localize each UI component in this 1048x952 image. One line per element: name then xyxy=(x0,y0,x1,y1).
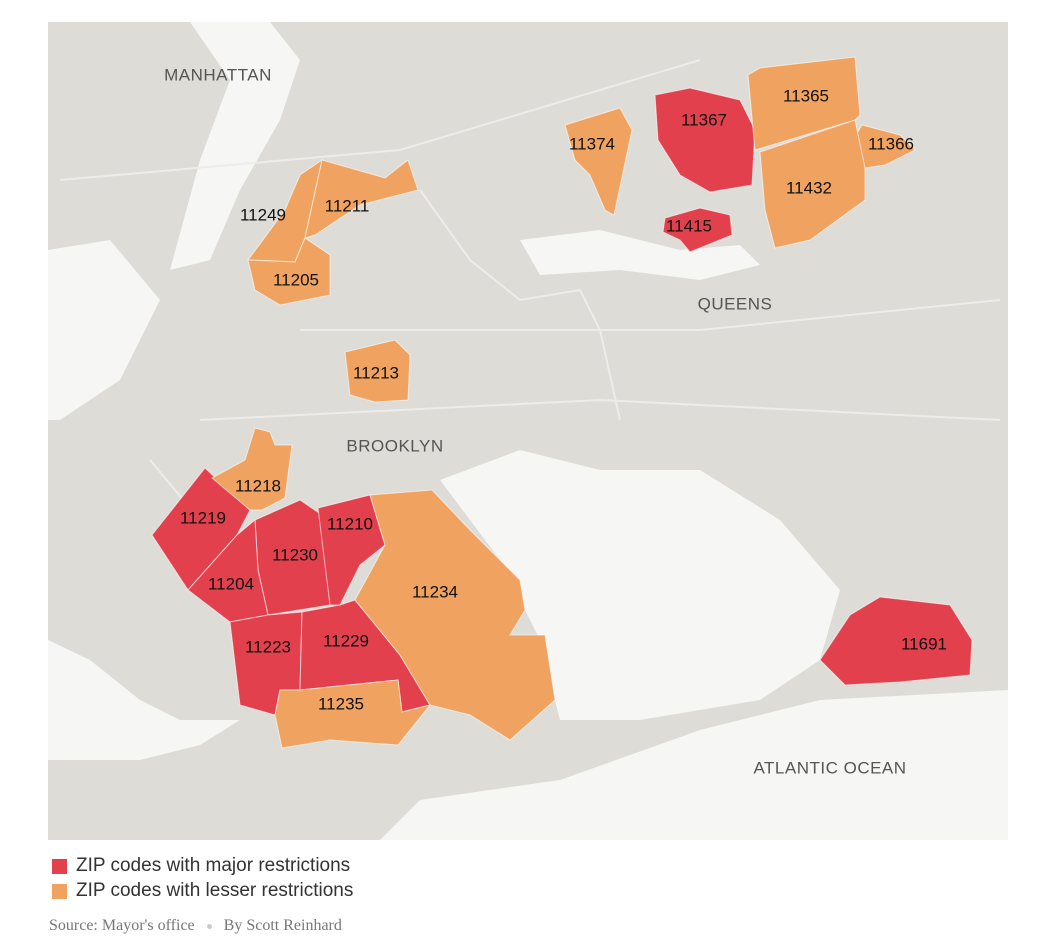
zip-area xyxy=(247,237,331,306)
footer: Source: Mayor's office By Scott Reinhard xyxy=(49,917,342,935)
legend-label: ZIP codes with lesser restrictions xyxy=(76,880,354,901)
zip-area xyxy=(151,467,251,591)
zip-label: 11249 xyxy=(240,205,286,224)
zip-area xyxy=(354,489,556,741)
zip-label: 11223 xyxy=(245,637,291,656)
place-label: QUEENS xyxy=(698,294,773,313)
zip-label: 11367 xyxy=(681,110,727,129)
legend-item: ZIP codes with major restrictions xyxy=(52,855,350,877)
zip-label: 11211 xyxy=(325,196,370,215)
legend-swatch xyxy=(52,858,67,874)
zip-area xyxy=(662,207,733,253)
zip-label: 11230 xyxy=(272,545,318,564)
zip-label: 11229 xyxy=(323,631,369,650)
zip-area xyxy=(759,119,866,249)
place-label: ATLANTIC OCEAN xyxy=(753,758,906,777)
byline: By Scott Reinhard xyxy=(223,917,342,934)
zip-label: 11210 xyxy=(327,514,373,533)
zip-label: 11366 xyxy=(868,134,914,153)
place-label: BROOKLYN xyxy=(346,436,443,455)
legend-item: ZIP codes with lesser restrictions xyxy=(52,880,353,902)
zip-area xyxy=(654,87,756,193)
zip-label: 11691 xyxy=(901,634,947,653)
zip-label: 11415 xyxy=(666,216,712,235)
zip-label: 11235 xyxy=(318,694,364,713)
legend-label: ZIP codes with major restrictions xyxy=(76,855,351,876)
zip-label: 11432 xyxy=(786,178,832,197)
zip-area xyxy=(564,107,633,216)
zip-area xyxy=(747,56,861,151)
zip-label: 11204 xyxy=(208,574,254,593)
separator xyxy=(206,923,212,929)
zip-area xyxy=(211,427,293,511)
source: Source: Mayor's office xyxy=(49,917,195,934)
zip-label: 11213 xyxy=(353,363,399,382)
zip-label: 11374 xyxy=(569,134,615,153)
place-label: MANHATTAN xyxy=(164,65,272,84)
zip-area xyxy=(304,159,419,239)
zip-label: 11234 xyxy=(412,582,458,601)
zip-label: 11365 xyxy=(783,86,829,105)
water xyxy=(48,22,1008,840)
zip-area xyxy=(344,339,411,403)
zip-label: 11205 xyxy=(273,270,319,289)
zip-label: 11219 xyxy=(180,508,226,527)
zip-label: 11218 xyxy=(235,476,281,495)
legend-swatch xyxy=(52,883,67,899)
zip-area xyxy=(274,679,432,749)
zip-area xyxy=(819,596,973,686)
map: MANHATTAN QUEENS BROOKLYN ATLANTIC OCEAN… xyxy=(48,22,1008,840)
